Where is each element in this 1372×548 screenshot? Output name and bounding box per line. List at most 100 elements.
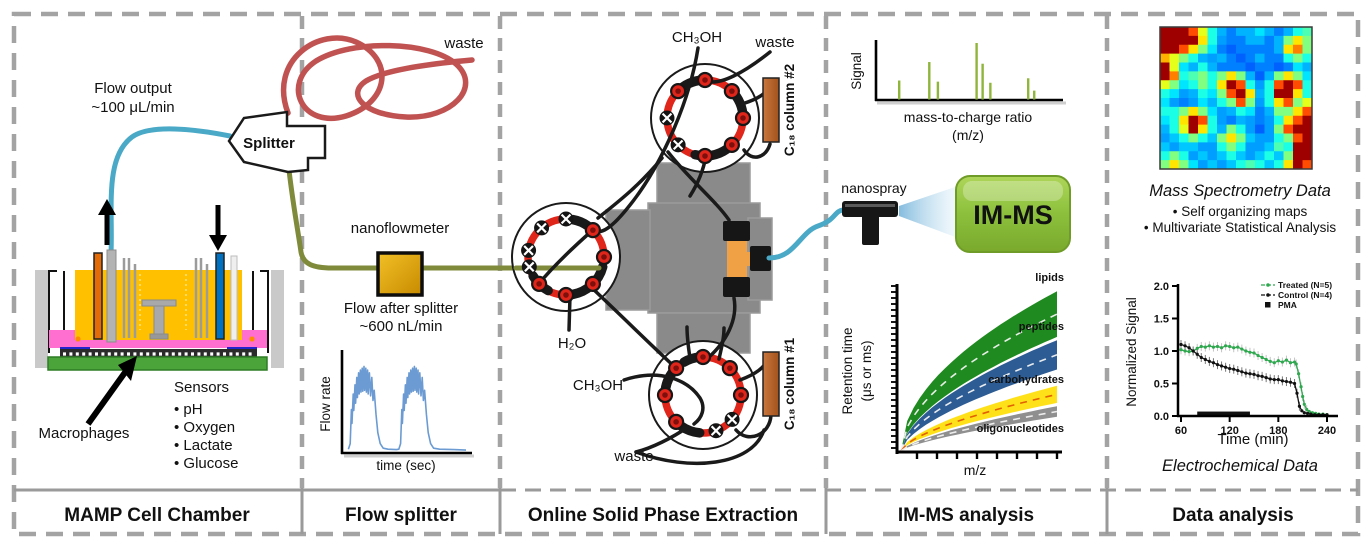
data-panel: Mass Spectrometry Data • Self organizing…	[1124, 26, 1338, 475]
stand	[141, 299, 177, 340]
svg-text:0.0: 0.0	[1154, 411, 1169, 423]
band-label-lipids: lipids	[1035, 272, 1064, 284]
svg-text:180: 180	[1269, 425, 1287, 437]
transfer-tube	[766, 207, 846, 261]
sensors-title: Sensors	[174, 379, 229, 396]
som-heatmap	[1160, 27, 1313, 170]
electrode-blue	[215, 252, 225, 340]
svg-text:PMA: PMA	[1278, 300, 1297, 310]
imms-panel: Signal mass-to-charge ratio (m/z) nanosp…	[840, 40, 1071, 478]
spe-union-tee	[723, 221, 771, 297]
electrode-orange	[93, 252, 103, 340]
ion-mobility-labels: lipids peptides carbohydrates oligonucleoti…	[977, 272, 1064, 435]
c18-column-1-label: C₁₈ column #1	[782, 337, 797, 430]
svg-text:1.5: 1.5	[1154, 314, 1169, 326]
flow-rate-ylabel: Flow rate	[318, 376, 333, 432]
sensor-item: • Lactate	[174, 437, 233, 454]
panel-title-mamp: MAMP Cell Chamber	[64, 505, 250, 526]
pma-bar	[1197, 411, 1250, 417]
band-oligonucleotides	[901, 406, 1057, 451]
band-peptides	[901, 340, 1057, 451]
panel-title-spe: Online Solid Phase Extraction	[528, 505, 798, 526]
electrochemical-chart: 0.0 0.5 1.0 1.5 2.0 60 120 180 240 Treated (N=5)…	[1124, 280, 1338, 448]
outflow-tube	[108, 126, 233, 256]
panel-title-splitter: Flow splitter	[345, 505, 458, 526]
nanoflowmeter-label: nanoflowmeter	[351, 220, 449, 237]
panel-borders	[11, 11, 1361, 537]
imms-instrument: IM-MS	[955, 175, 1071, 253]
svg-text:240: 240	[1318, 425, 1336, 437]
im-ylabel-2: (μs or ms)	[859, 340, 874, 401]
svg-text:1.0: 1.0	[1154, 346, 1169, 358]
panel-title-band: MAMP Cell Chamber Flow splitter Online S…	[64, 505, 1293, 526]
som-title: Mass Spectrometry Data	[1149, 182, 1331, 200]
valve-ports	[521, 71, 752, 439]
splitter-device-label: Splitter	[243, 135, 295, 152]
ec-ylabel: Normalized Signal	[1124, 297, 1139, 407]
mass-spectrum-peaks	[898, 43, 1036, 100]
electrochemical-legend: Treated (N=5)Control (N=4)PMA	[1261, 280, 1332, 310]
waste-tube-coil	[280, 35, 475, 121]
waste-top-label: waste	[754, 34, 794, 51]
ch3oh-bottom-label: CH₃OH	[573, 377, 623, 394]
flow-rate-chart: Flow rate time (sec)	[318, 350, 474, 473]
ec-xlabel: Time (min)	[1217, 431, 1288, 448]
ch3oh-top-label: CH₃OH	[672, 29, 722, 46]
band-carbohydrates	[901, 385, 1057, 451]
som-bullet: • Multivariate Statistical Analysis	[1144, 220, 1337, 235]
flow-output-rate: ~100 μL/min	[91, 99, 174, 116]
svg-text:Treated (N=5): Treated (N=5)	[1278, 280, 1332, 290]
outlet-port	[106, 249, 117, 343]
c18-column-1	[762, 351, 780, 417]
spray-cone	[899, 186, 958, 238]
svg-text:2.0: 2.0	[1154, 281, 1169, 293]
nanospray-emitter	[842, 186, 958, 245]
flow-arrows	[98, 199, 227, 251]
mass-spectrum-chart: Signal mass-to-charge ratio (m/z)	[849, 40, 1066, 143]
nanoflowmeter-device	[376, 251, 424, 297]
svg-text:0.5: 0.5	[1154, 379, 1169, 391]
band-label-carbohydrates: carbohydrates	[988, 374, 1064, 386]
electrochemical-plot	[1179, 340, 1329, 417]
macrophages-arrowhead	[118, 356, 137, 381]
flow-rate-xlabel: time (sec)	[376, 458, 435, 473]
band-lipids	[901, 291, 1057, 451]
echem-title: Electrochemical Data	[1162, 457, 1318, 475]
som-bullet-list: • Self organizing maps• Multivariate Sta…	[1144, 204, 1337, 235]
ms-ylabel: Signal	[849, 52, 864, 90]
nanospray-label: nanospray	[841, 180, 906, 196]
splitter-panel: waste Splitter nanoflowmeter Flow after …	[227, 35, 519, 473]
c18-column-2-label: C₁₈ column #2	[782, 64, 797, 156]
som-heatmap-border	[1159, 26, 1313, 170]
spe-panel: C₁₈ column #2 C₁₈ column #1 CH₃OH waste …	[511, 29, 846, 466]
ion-mobility-ticks	[891, 285, 1059, 459]
band-label-peptides: peptides	[1019, 321, 1064, 333]
ms-xlabel-2: (m/z)	[952, 127, 984, 143]
electrochemical-ticks: 0.0 0.5 1.0 1.5 2.0 60 120 180 240	[1154, 281, 1336, 437]
mamp-panel: Flow output ~100 μL/min	[35, 80, 284, 472]
membrane	[60, 349, 257, 358]
im-ylabel: Retention time	[840, 327, 855, 414]
flow-rate-trace	[347, 365, 467, 451]
spe-tubing	[534, 46, 773, 466]
probe-white	[230, 255, 238, 341]
sensor-item: • Oxygen	[174, 419, 235, 436]
svg-text:120: 120	[1220, 425, 1238, 437]
ion-mobility-bands	[900, 291, 1058, 452]
band-label-oligonucleotides: oligonucleotides	[977, 423, 1064, 435]
flow-output-label: Flow output	[94, 80, 172, 97]
imms-box-label: IM-MS	[973, 200, 1052, 230]
waste-bottom-label: waste	[613, 448, 653, 465]
svg-text:Control (N=4): Control (N=4)	[1278, 290, 1332, 300]
panel-title-imms: IM-MS analysis	[898, 505, 1034, 526]
sensor-list: • pH• Oxygen• Lactate• Glucose	[174, 401, 238, 472]
cell-chamber-device	[35, 249, 284, 371]
sensor-probes	[122, 258, 209, 338]
macrophages-label: Macrophages	[39, 425, 130, 442]
sensor-item: • Glucose	[174, 455, 238, 472]
macrophages-annotation: Macrophages	[39, 356, 137, 442]
c18-column-2	[762, 77, 780, 143]
sensor-item: • pH	[174, 401, 203, 418]
ion-mobility-chart: lipids peptides carbohydrates oligonucleoti…	[840, 272, 1064, 478]
